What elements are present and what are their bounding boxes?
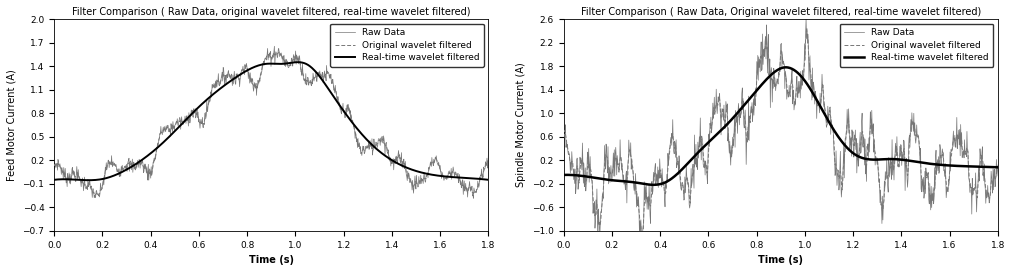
Original wavelet filtered xyxy=(482,160,494,164)
Real-time wavelet filtered xyxy=(670,172,682,176)
Line: Raw Data: Raw Data xyxy=(54,46,488,198)
Original wavelet filtered xyxy=(376,138,388,142)
Legend: Raw Data, Original wavelet filtered, Real-time wavelet filtered: Raw Data, Original wavelet filtered, Rea… xyxy=(330,24,483,67)
Real-time wavelet filtered xyxy=(96,178,108,181)
Original wavelet filtered xyxy=(96,186,108,189)
Real-time wavelet filtered xyxy=(358,135,370,138)
Original wavelet filtered xyxy=(273,51,285,54)
Raw Data xyxy=(48,160,60,164)
Real-time wavelet filtered xyxy=(424,173,436,176)
Original wavelet filtered xyxy=(424,164,436,167)
Raw Data xyxy=(991,163,1003,167)
Original wavelet filtered xyxy=(800,28,812,32)
Real-time wavelet filtered xyxy=(48,178,60,181)
Real-time wavelet filtered xyxy=(605,178,617,182)
Raw Data xyxy=(423,167,435,170)
X-axis label: Time (s): Time (s) xyxy=(249,255,293,265)
Original wavelet filtered xyxy=(234,77,246,80)
Y-axis label: Feed Motor Current (A): Feed Motor Current (A) xyxy=(7,69,17,181)
Real-time wavelet filtered xyxy=(932,163,944,166)
Real-time wavelet filtered xyxy=(291,61,303,64)
Real-time wavelet filtered xyxy=(778,66,791,69)
Original wavelet filtered xyxy=(866,135,879,139)
Legend: Raw Data, Original wavelet filtered, Real-time wavelet filtered: Raw Data, Original wavelet filtered, Rea… xyxy=(839,24,993,67)
Line: Real-time wavelet filtered: Real-time wavelet filtered xyxy=(54,62,488,180)
Real-time wavelet filtered xyxy=(376,152,388,155)
Raw Data xyxy=(605,164,617,167)
Original wavelet filtered xyxy=(358,149,370,152)
Raw Data xyxy=(268,45,280,48)
Raw Data xyxy=(467,197,479,200)
Title: Filter Comparison ( Raw Data, original wavelet filtered, real-time wavelet filte: Filter Comparison ( Raw Data, original w… xyxy=(72,7,470,17)
Raw Data xyxy=(885,178,897,181)
Line: Raw Data: Raw Data xyxy=(563,18,997,262)
Real-time wavelet filtered xyxy=(866,158,879,161)
Raw Data xyxy=(375,136,387,140)
Raw Data xyxy=(932,170,944,173)
Real-time wavelet filtered xyxy=(991,166,1003,169)
Original wavelet filtered xyxy=(162,126,174,129)
Real-time wavelet filtered xyxy=(162,137,174,140)
Real-time wavelet filtered xyxy=(83,178,95,182)
Raw Data xyxy=(636,261,648,264)
Raw Data xyxy=(743,115,755,118)
Raw Data xyxy=(95,188,107,192)
Raw Data xyxy=(482,152,494,155)
Title: Filter Comparison ( Raw Data, Original wavelet filtered, real-time wavelet filte: Filter Comparison ( Raw Data, Original w… xyxy=(580,7,980,17)
Original wavelet filtered xyxy=(932,160,944,163)
Original wavelet filtered xyxy=(991,168,1003,171)
Line: Original wavelet filtered: Original wavelet filtered xyxy=(54,52,488,196)
Original wavelet filtered xyxy=(636,240,648,243)
Original wavelet filtered xyxy=(557,135,569,139)
Real-time wavelet filtered xyxy=(234,73,246,76)
Original wavelet filtered xyxy=(605,172,617,175)
Original wavelet filtered xyxy=(48,164,60,167)
Line: Real-time wavelet filtered: Real-time wavelet filtered xyxy=(563,67,997,185)
Y-axis label: Spindle Motor Current (A): Spindle Motor Current (A) xyxy=(516,63,526,187)
Raw Data xyxy=(161,126,173,130)
Real-time wavelet filtered xyxy=(482,178,494,181)
Real-time wavelet filtered xyxy=(647,183,659,186)
Raw Data xyxy=(357,145,369,148)
Raw Data xyxy=(670,161,682,165)
Real-time wavelet filtered xyxy=(743,97,755,100)
Original wavelet filtered xyxy=(743,117,755,120)
Real-time wavelet filtered xyxy=(557,173,569,177)
Original wavelet filtered xyxy=(885,161,897,164)
Raw Data xyxy=(866,150,879,154)
Original wavelet filtered xyxy=(670,156,682,159)
Raw Data xyxy=(234,85,246,88)
Real-time wavelet filtered xyxy=(885,157,897,161)
Raw Data xyxy=(557,142,569,145)
X-axis label: Time (s): Time (s) xyxy=(757,255,803,265)
Line: Original wavelet filtered: Original wavelet filtered xyxy=(563,30,997,242)
Original wavelet filtered xyxy=(89,194,101,197)
Raw Data xyxy=(800,17,812,20)
